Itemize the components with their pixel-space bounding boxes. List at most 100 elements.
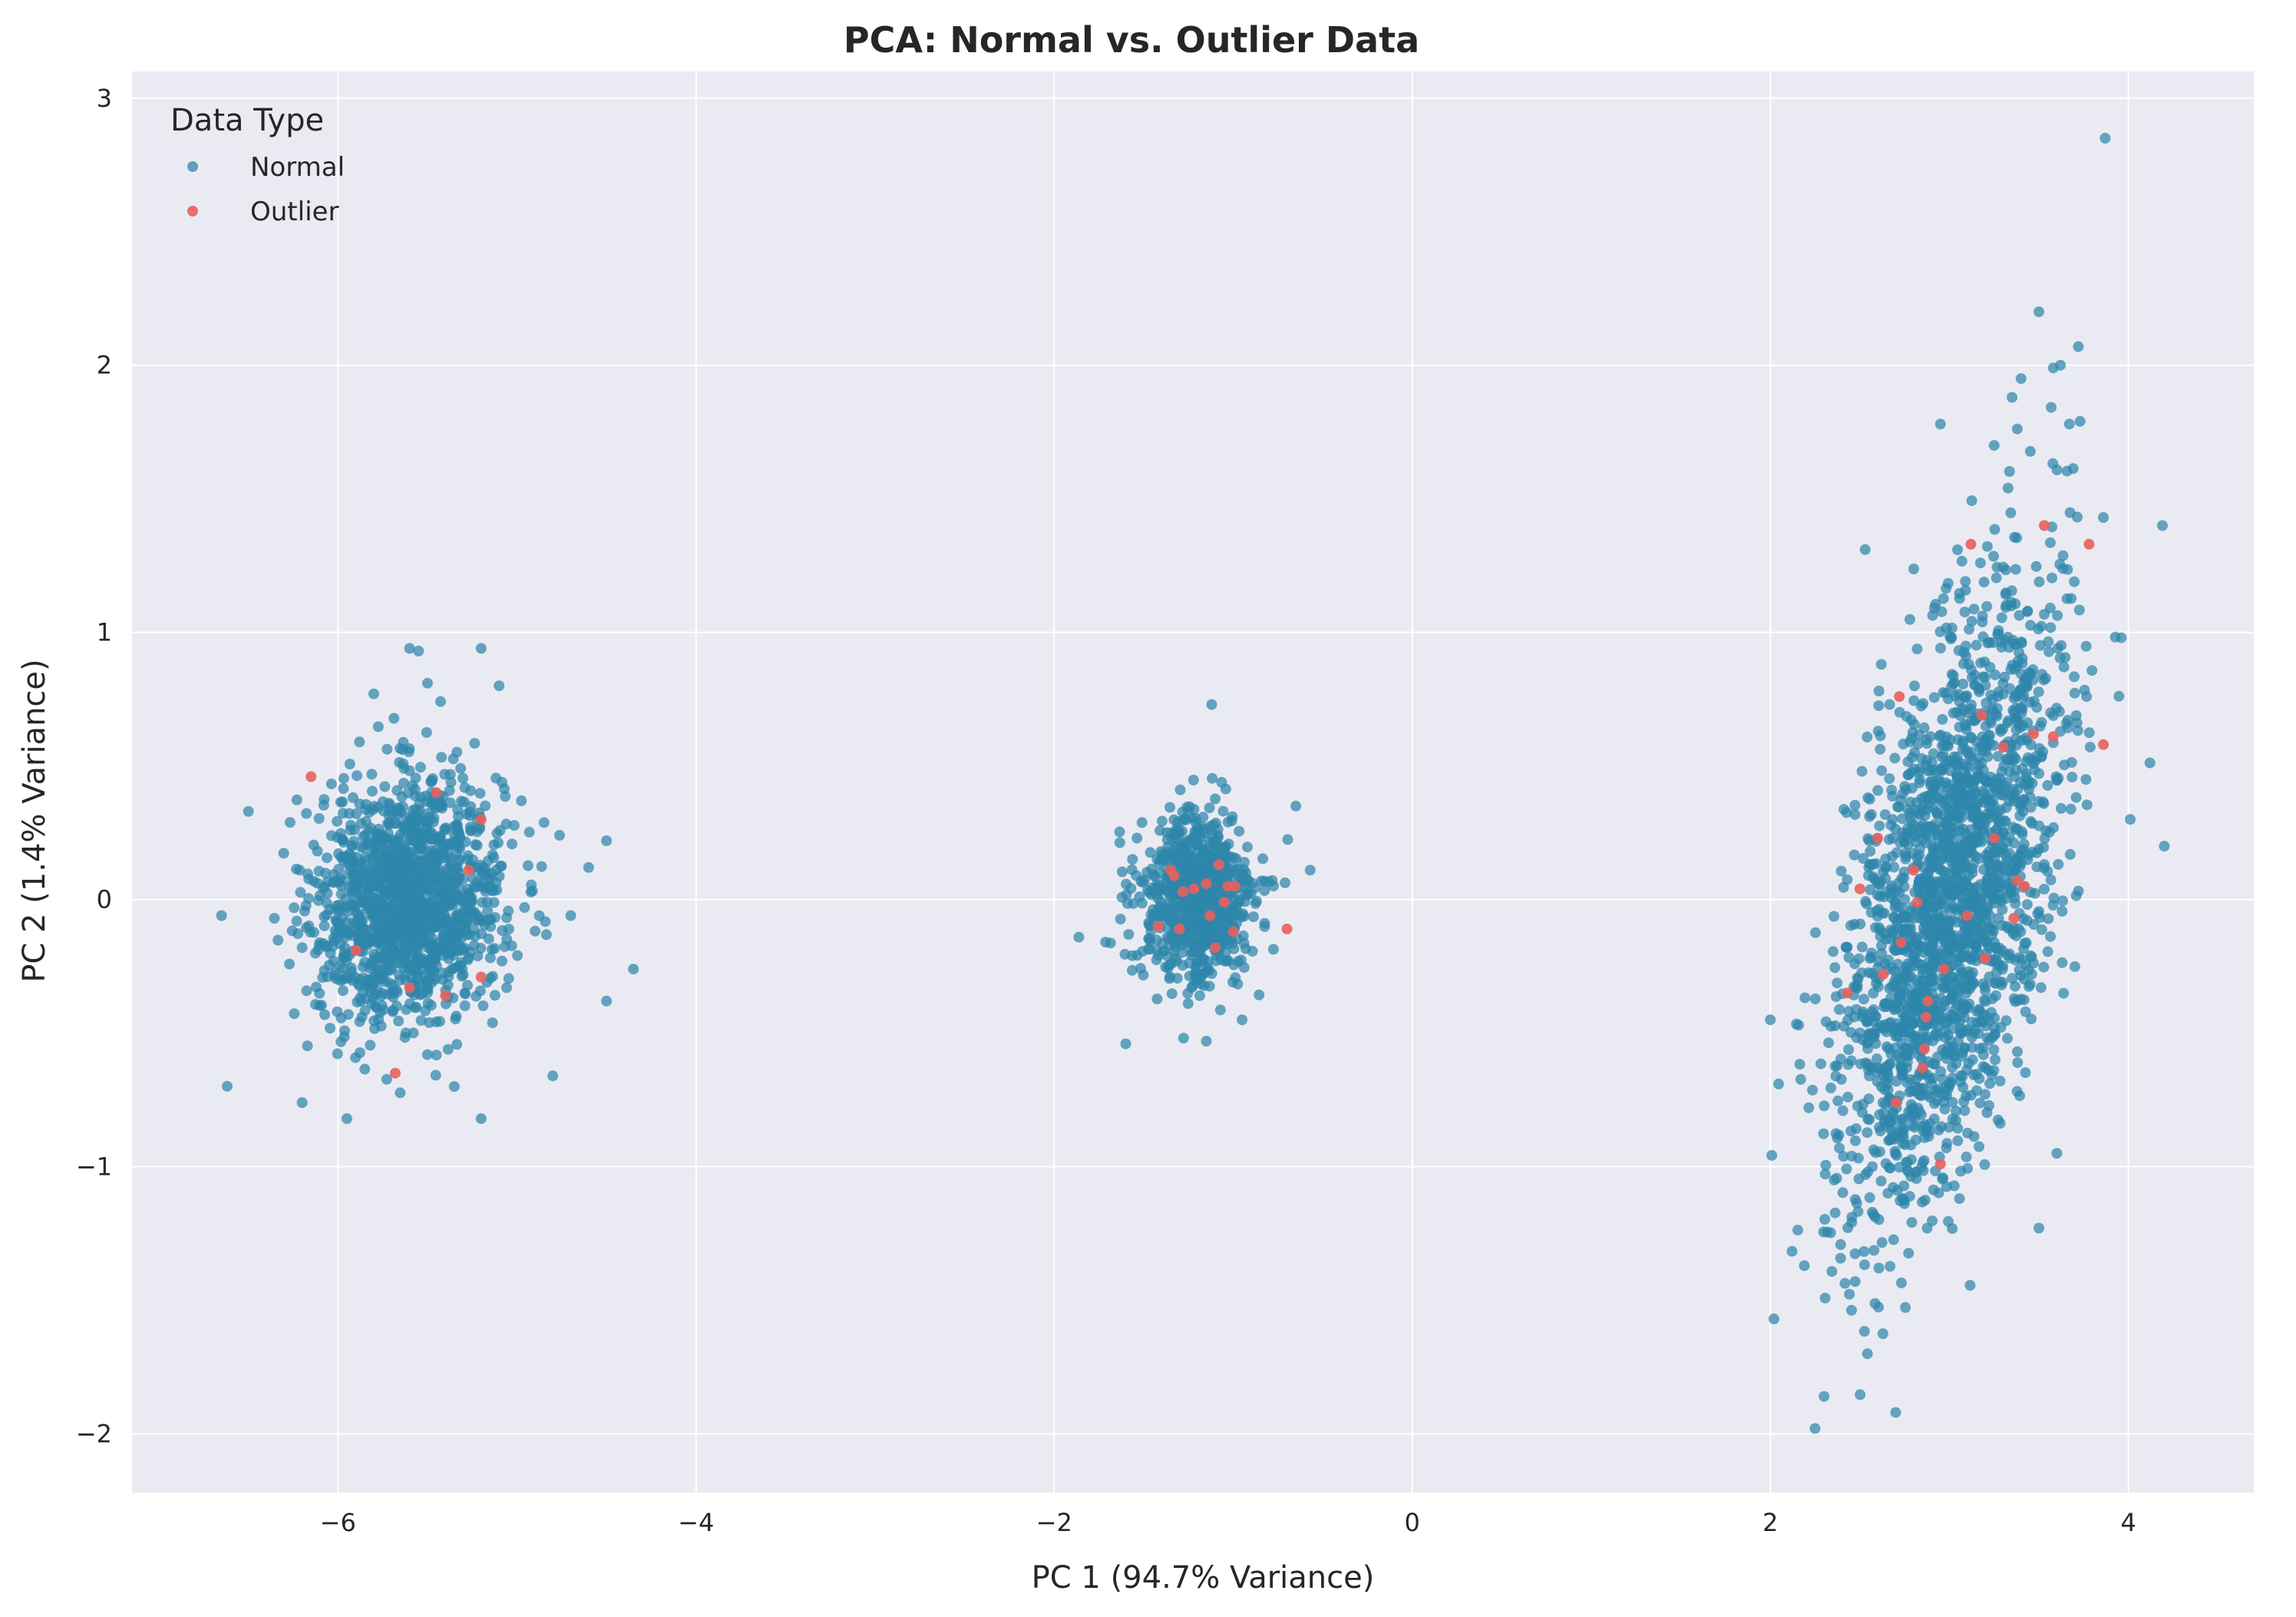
scatter-point-normal (2047, 572, 2058, 584)
scatter-point-normal (1951, 1058, 1962, 1069)
scatter-point-normal (1832, 1060, 1843, 1072)
scatter-point-normal (1920, 869, 1931, 881)
scatter-point-normal (468, 940, 480, 951)
scatter-point-outlier (1934, 1159, 1946, 1169)
scatter-point-normal (1825, 1020, 1837, 1032)
scatter-point-normal (2010, 733, 2021, 745)
scatter-point-normal (1988, 799, 2000, 811)
scatter-point-normal (430, 952, 441, 964)
scatter-point-normal (381, 1073, 392, 1085)
scatter-point-normal (1937, 740, 1947, 752)
scatter-point-normal (1908, 1018, 1919, 1030)
scatter-point-normal (1883, 954, 1894, 966)
scatter-point-normal (1988, 440, 2000, 451)
scatter-point-normal (354, 980, 365, 992)
scatter-point-normal (2098, 512, 2109, 523)
scatter-point-normal (1875, 1081, 1887, 1093)
scatter-point-normal (1188, 870, 1200, 881)
scatter-point-normal (1870, 1038, 1881, 1050)
scatter-point-normal (2113, 690, 2125, 702)
scatter-point-normal (2024, 792, 2036, 802)
scatter-point-normal (1220, 783, 1231, 795)
scatter-point-normal (1838, 1020, 1850, 1032)
scatter-point-normal (1161, 877, 1172, 888)
scatter-point-normal (1978, 577, 1990, 588)
scatter-point-normal (1248, 911, 1259, 922)
scatter-point-normal (1858, 1246, 1870, 1257)
scatter-point-normal (284, 817, 296, 828)
scatter-point-normal (368, 877, 379, 888)
scatter-point-normal (1966, 732, 1977, 744)
scatter-point-normal (1211, 955, 1221, 967)
scatter-point-normal (1902, 756, 1914, 768)
scatter-point-normal (2057, 550, 2069, 561)
scatter-point-normal (1909, 746, 1920, 758)
scatter-point-normal (2011, 423, 2023, 435)
scatter-point-normal (2020, 1067, 2031, 1078)
scatter-point-normal (321, 898, 332, 909)
scatter-point-normal (1803, 1102, 1815, 1113)
scatter-point-normal (1267, 944, 1279, 955)
scatter-point-normal (1961, 1151, 1972, 1162)
scatter-point-normal (1974, 908, 1985, 919)
scatter-point-normal (1164, 960, 1175, 971)
scatter-point-normal (1869, 1298, 1881, 1309)
scatter-point-normal (354, 1047, 365, 1058)
scatter-point-normal (1990, 572, 2002, 584)
scatter-point-normal (1193, 946, 1204, 957)
scatter-point-normal (1984, 1078, 1996, 1090)
scatter-point-normal (1884, 699, 1895, 710)
scatter-point-normal (1880, 853, 1891, 865)
scatter-point-normal (1944, 875, 1956, 887)
scatter-point-normal (367, 973, 378, 984)
scatter-point-normal (1873, 955, 1885, 967)
scatter-point-normal (482, 905, 494, 917)
scatter-point-normal (1986, 924, 1997, 934)
scatter-point-normal (1885, 1017, 1897, 1028)
scatter-point-normal (367, 956, 378, 967)
scatter-point-normal (444, 948, 455, 960)
scatter-point-normal (1819, 1100, 1830, 1112)
scatter-point-normal (1924, 831, 1936, 842)
scatter-point-normal (378, 885, 390, 897)
scatter-point-normal (1204, 802, 1215, 814)
scatter-point-normal (1893, 878, 1904, 889)
y-tick-label: 0 (97, 885, 112, 914)
scatter-point-normal (1870, 1147, 1881, 1159)
scatter-point-normal (388, 713, 400, 724)
scatter-point-normal (1912, 882, 1924, 894)
scatter-point-normal (1924, 731, 1936, 742)
scatter-point-normal (1938, 593, 1949, 604)
scatter-point-normal (1903, 971, 1914, 982)
scatter-point-normal (302, 1040, 313, 1052)
scatter-point-normal (1918, 1155, 1930, 1166)
scatter-point-normal (463, 952, 474, 964)
scatter-point-normal (415, 868, 427, 879)
scatter-point-normal (501, 934, 513, 945)
scatter-point-normal (379, 781, 391, 792)
scatter-point-normal (1966, 616, 1977, 627)
scatter-point-outlier (1201, 878, 1212, 889)
scatter-point-normal (1809, 1423, 1821, 1434)
scatter-point-normal (1941, 901, 1952, 912)
scatter-point-normal (2035, 982, 2047, 994)
scatter-point-normal (2067, 463, 2079, 475)
scatter-point-normal (278, 848, 289, 859)
scatter-point-normal (349, 868, 360, 879)
scatter-point-normal (415, 1015, 427, 1026)
scatter-point-normal (1845, 1126, 1857, 1137)
scatter-point-normal (1966, 1031, 1977, 1043)
scatter-point-normal (464, 888, 474, 899)
scatter-point-normal (1929, 818, 1941, 830)
scatter-point-normal (512, 950, 524, 961)
scatter-point-normal (1961, 690, 1972, 701)
scatter-point-normal (291, 915, 302, 927)
scatter-point-normal (1941, 622, 1952, 633)
scatter-point-normal (1994, 1076, 2006, 1086)
scatter-point-normal (2042, 946, 2053, 957)
scatter-point-normal (1872, 1062, 1883, 1073)
scatter-point-normal (1862, 1166, 1874, 1178)
scatter-point-normal (1952, 1123, 1964, 1134)
scatter-point-normal (1168, 883, 1179, 894)
scatter-point-normal (366, 769, 378, 780)
